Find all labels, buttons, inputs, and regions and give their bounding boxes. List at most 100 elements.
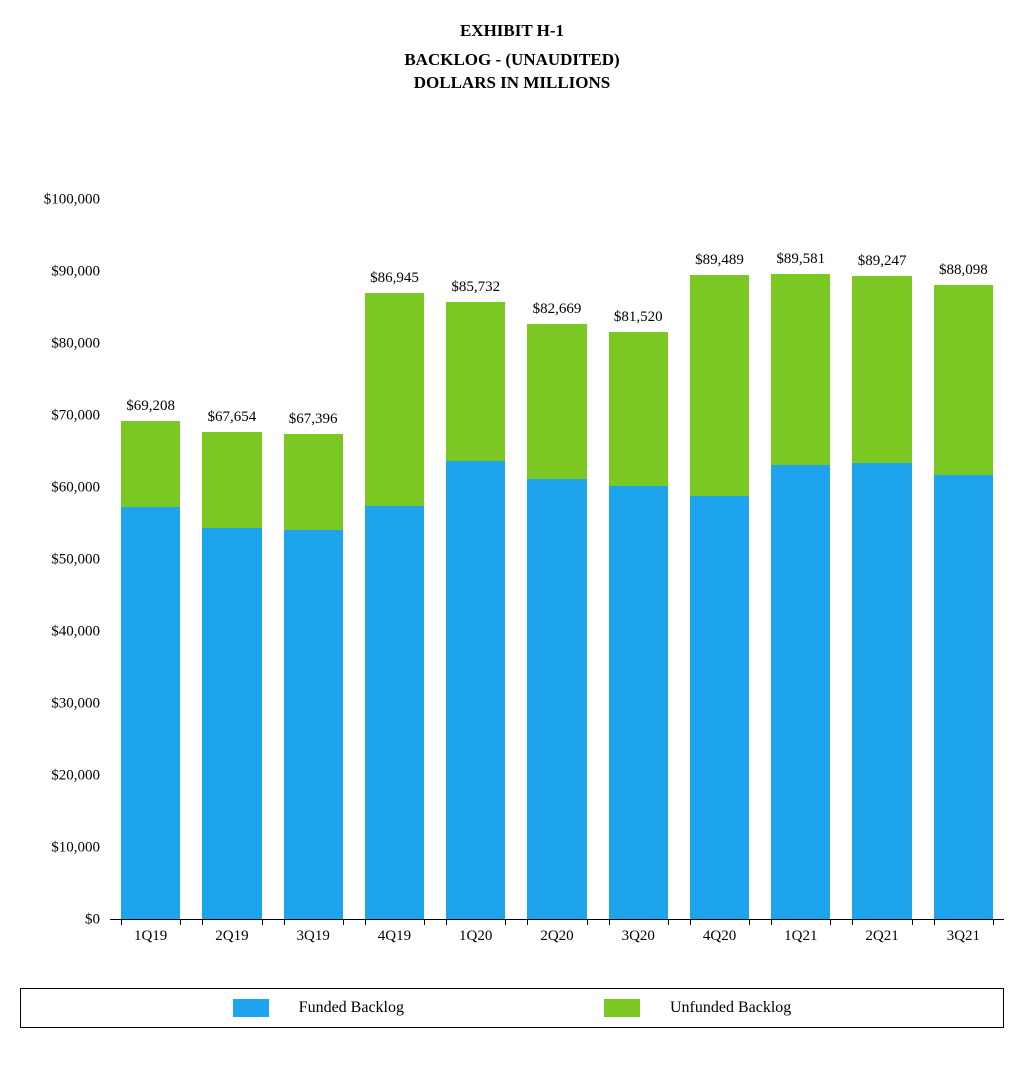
x-axis-label: 2Q19 — [215, 928, 248, 945]
bar-total-label: $67,654 — [208, 409, 257, 426]
bar: $82,669 — [527, 324, 586, 919]
legend-label-funded: Funded Backlog — [299, 999, 404, 1017]
x-axis-label: 3Q21 — [947, 928, 980, 945]
bar-segment-unfunded — [284, 434, 343, 530]
bar-total-label: $85,732 — [451, 279, 500, 296]
bar: $89,581 — [771, 274, 830, 919]
x-tick — [343, 920, 344, 925]
bar-segment-funded — [852, 463, 911, 919]
bar-total-label: $86,945 — [370, 270, 419, 287]
bar: $69,208 — [121, 421, 180, 919]
legend-item-funded: Funded Backlog — [233, 999, 404, 1017]
bar-total-label: $89,489 — [695, 252, 744, 269]
legend: Funded Backlog Unfunded Backlog — [20, 988, 1004, 1028]
bar: $67,654 — [202, 432, 261, 919]
x-tick — [121, 920, 122, 925]
legend-label-unfunded: Unfunded Backlog — [670, 999, 791, 1017]
x-tick — [446, 920, 447, 925]
bar-segment-unfunded — [934, 285, 993, 476]
y-axis-label: $70,000 — [20, 408, 100, 425]
bar-segment-funded — [771, 465, 830, 919]
legend-item-unfunded: Unfunded Backlog — [604, 999, 791, 1017]
x-tick — [505, 920, 506, 925]
bar-segment-unfunded — [771, 274, 830, 465]
x-tick — [690, 920, 691, 925]
x-tick — [527, 920, 528, 925]
x-axis-label: 2Q20 — [540, 928, 573, 945]
bar-segment-funded — [690, 496, 749, 919]
y-axis-labels: $0$10,000$20,000$30,000$40,000$50,000$60… — [20, 200, 110, 920]
legend-swatch-unfunded — [604, 999, 640, 1017]
legend-swatch-funded — [233, 999, 269, 1017]
y-axis-label: $90,000 — [20, 264, 100, 281]
backlog-chart: $0 $10,000 $20,000 $30,000 $40,000 $50,000 $60… — [20, 200, 1004, 950]
x-axis-label: 2Q21 — [865, 928, 898, 945]
x-tick — [262, 920, 263, 925]
x-tick — [587, 920, 588, 925]
bar-segment-funded — [934, 475, 993, 919]
bar-total-label: $69,208 — [126, 398, 175, 415]
x-tick — [852, 920, 853, 925]
bar-segment-funded — [609, 486, 668, 919]
bar-segment-unfunded — [365, 293, 424, 506]
x-tick — [993, 920, 994, 925]
x-tick — [609, 920, 610, 925]
bar-segment-funded — [527, 479, 586, 919]
x-axis-label: 3Q19 — [297, 928, 330, 945]
x-axis-label: 1Q20 — [459, 928, 492, 945]
bar-segment-funded — [365, 506, 424, 919]
x-tick — [934, 920, 935, 925]
bar-segment-unfunded — [609, 332, 668, 486]
y-axis-label: $50,000 — [20, 552, 100, 569]
bar-total-label: $89,247 — [858, 253, 907, 270]
x-tick — [912, 920, 913, 925]
x-tick — [771, 920, 772, 925]
bar: $86,945 — [365, 293, 424, 919]
bar-total-label: $89,581 — [776, 251, 825, 268]
bar-segment-unfunded — [852, 276, 911, 462]
bar-segment-funded — [284, 530, 343, 919]
x-tick — [424, 920, 425, 925]
x-tick — [668, 920, 669, 925]
bar-total-label: $67,396 — [289, 411, 338, 428]
x-axis-label: 1Q21 — [784, 928, 817, 945]
bar-segment-funded — [446, 461, 505, 919]
bar-total-label: $81,520 — [614, 309, 663, 326]
x-axis-label: 4Q20 — [703, 928, 736, 945]
bar-total-label: $82,669 — [533, 301, 582, 318]
bar-total-label: $88,098 — [939, 262, 988, 279]
x-tick — [202, 920, 203, 925]
chart-subtitle: DOLLARS IN MILLIONS — [0, 72, 1024, 95]
exhibit-label: EXHIBIT H-1 — [0, 20, 1024, 43]
bar-segment-unfunded — [121, 421, 180, 507]
x-tick — [180, 920, 181, 925]
y-axis-label: $100,000 — [20, 192, 100, 209]
bar-segment-funded — [121, 507, 180, 919]
bar-segment-unfunded — [527, 324, 586, 479]
y-axis-label: $80,000 — [20, 336, 100, 353]
x-axis-label: 3Q20 — [622, 928, 655, 945]
bar-segment-unfunded — [446, 302, 505, 461]
bar: $89,247 — [852, 276, 911, 919]
bar-segment-unfunded — [690, 275, 749, 497]
bar: $67,396 — [284, 434, 343, 919]
x-axis-labels: 1Q19 2Q19 3Q19 4Q19 1Q20 2Q20 3Q20 4Q20 1Q21 2Q21… — [110, 920, 1004, 950]
y-axis-label: $10,000 — [20, 840, 100, 857]
x-tick — [365, 920, 366, 925]
bar-segment-unfunded — [202, 432, 261, 528]
bar: $81,520 — [609, 332, 668, 919]
bar: $89,489 — [690, 275, 749, 919]
x-axis-label: 4Q19 — [378, 928, 411, 945]
title-block: EXHIBIT H-1 BACKLOG - (UNAUDITED) DOLLAR… — [0, 20, 1024, 95]
y-axis-label: $20,000 — [20, 768, 100, 785]
y-axis-label: $40,000 — [20, 624, 100, 641]
y-axis-label: $0 — [20, 912, 100, 929]
chart-title: BACKLOG - (UNAUDITED) — [0, 49, 1024, 72]
y-axis-label: $60,000 — [20, 480, 100, 497]
y-axis-label: $30,000 — [20, 696, 100, 713]
bar-segment-funded — [202, 528, 261, 919]
x-axis-label: 1Q19 — [134, 928, 167, 945]
bar: $85,732 — [446, 302, 505, 919]
x-tick — [749, 920, 750, 925]
bar: $88,098 — [934, 285, 993, 919]
